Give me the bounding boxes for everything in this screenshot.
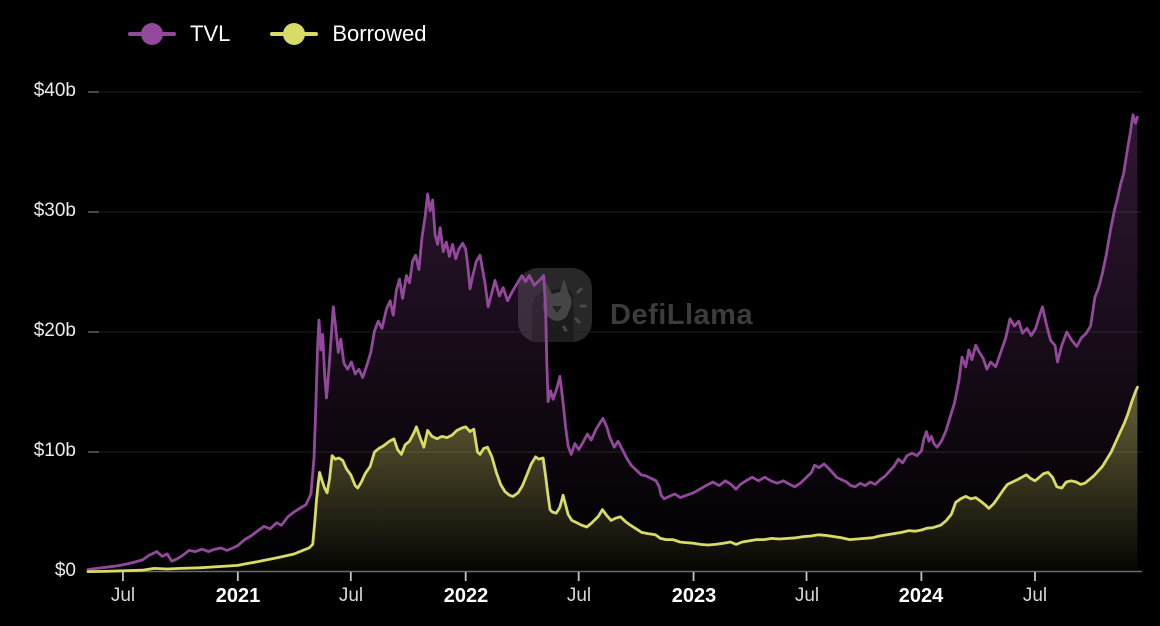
x-axis-label-2022: 2022 (443, 585, 489, 607)
borrowed-legend-marker-icon (270, 22, 319, 45)
tvl-area (88, 114, 1138, 573)
borrowed-legend-dot (283, 22, 306, 45)
x-axis-label-jul-2020: Jul (110, 585, 136, 606)
borrowed-area (88, 387, 1138, 572)
tvl-legend-dot (141, 22, 163, 45)
y-axis-label-40b: $40b (33, 80, 76, 101)
tvl-line (86, 113, 1139, 571)
x-axis-label-jul-2023: Jul (794, 585, 820, 606)
x-axis-label-jul-2022: Jul (566, 585, 592, 606)
x-axis-label-2024: 2024 (898, 585, 944, 607)
borrowed-legend-label: Borrowed (332, 21, 427, 46)
chart-legend: TVL Borrowed (128, 22, 427, 45)
x-axis-label-jul-2024: Jul (1022, 585, 1048, 606)
borrowed-line (86, 385, 1139, 573)
watermark-brand-text: DefiLlama (610, 299, 754, 331)
x-axis-label-jul-2021: Jul (338, 585, 364, 606)
legend-item-borrowed[interactable]: Borrowed (270, 21, 427, 46)
tvl-legend-label: TVL (190, 21, 231, 46)
y-axis-label-30b: $30b (33, 200, 76, 221)
y-axis-label-0: $0 (54, 560, 76, 581)
x-axis-label-2021: 2021 (215, 585, 261, 607)
legend-item-tvl[interactable]: TVL (128, 22, 230, 45)
tvl-legend-marker-icon (128, 22, 176, 45)
x-axis-label-2023: 2023 (671, 585, 717, 607)
y-axis-label-10b: $10b (33, 440, 76, 461)
y-axis-label-20b: $20b (33, 320, 76, 341)
